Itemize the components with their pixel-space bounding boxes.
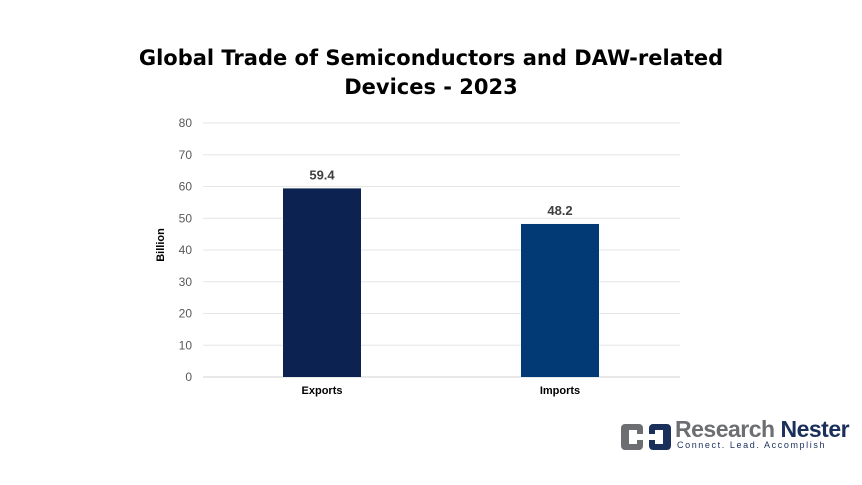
chart-title-line-1: Global Trade of Semiconductors and DAW-r… <box>138 46 724 70</box>
x-tick-label: Imports <box>540 385 580 397</box>
y-tick-label: 10 <box>179 338 193 352</box>
y-tick-label: 50 <box>179 211 193 225</box>
data-label: 48.2 <box>547 203 572 218</box>
y-tick-label: 80 <box>179 116 193 130</box>
x-tick-label: Exports <box>302 385 343 397</box>
y-axis-ticks: 0 10 20 30 40 50 60 70 80 <box>179 116 193 384</box>
bar-imports <box>521 223 599 377</box>
gridlines <box>203 122 680 378</box>
research-nester-logo: Research Nester Connect. Lead. Accomplis… <box>621 416 850 454</box>
x-axis-ticks: Exports Imports <box>302 385 581 397</box>
y-tick-label: 40 <box>179 243 193 257</box>
y-tick-label: 30 <box>179 275 193 289</box>
logo-tagline: Connect. Lead. Accomplish <box>677 440 827 450</box>
logo-mark-icon <box>621 424 671 450</box>
logo-word-nester: Nester <box>780 416 850 442</box>
y-tick-label: 60 <box>179 180 193 194</box>
data-label: 59.4 <box>309 167 335 182</box>
bar-exports <box>283 188 361 377</box>
logo-wordmark: Research Nester <box>675 416 850 442</box>
y-tick-label: 20 <box>179 307 193 321</box>
y-tick-label: 70 <box>179 148 193 162</box>
bars: 59.4 48.2 <box>283 167 599 377</box>
y-tick-label: 0 <box>185 370 192 384</box>
chart-title: Global Trade of Semiconductors and DAW-r… <box>0 44 862 102</box>
y-axis-label: Billion <box>155 228 167 262</box>
chart-title-line-2: Devices - 2023 <box>344 75 518 99</box>
logo-word-research: Research <box>675 416 775 442</box>
